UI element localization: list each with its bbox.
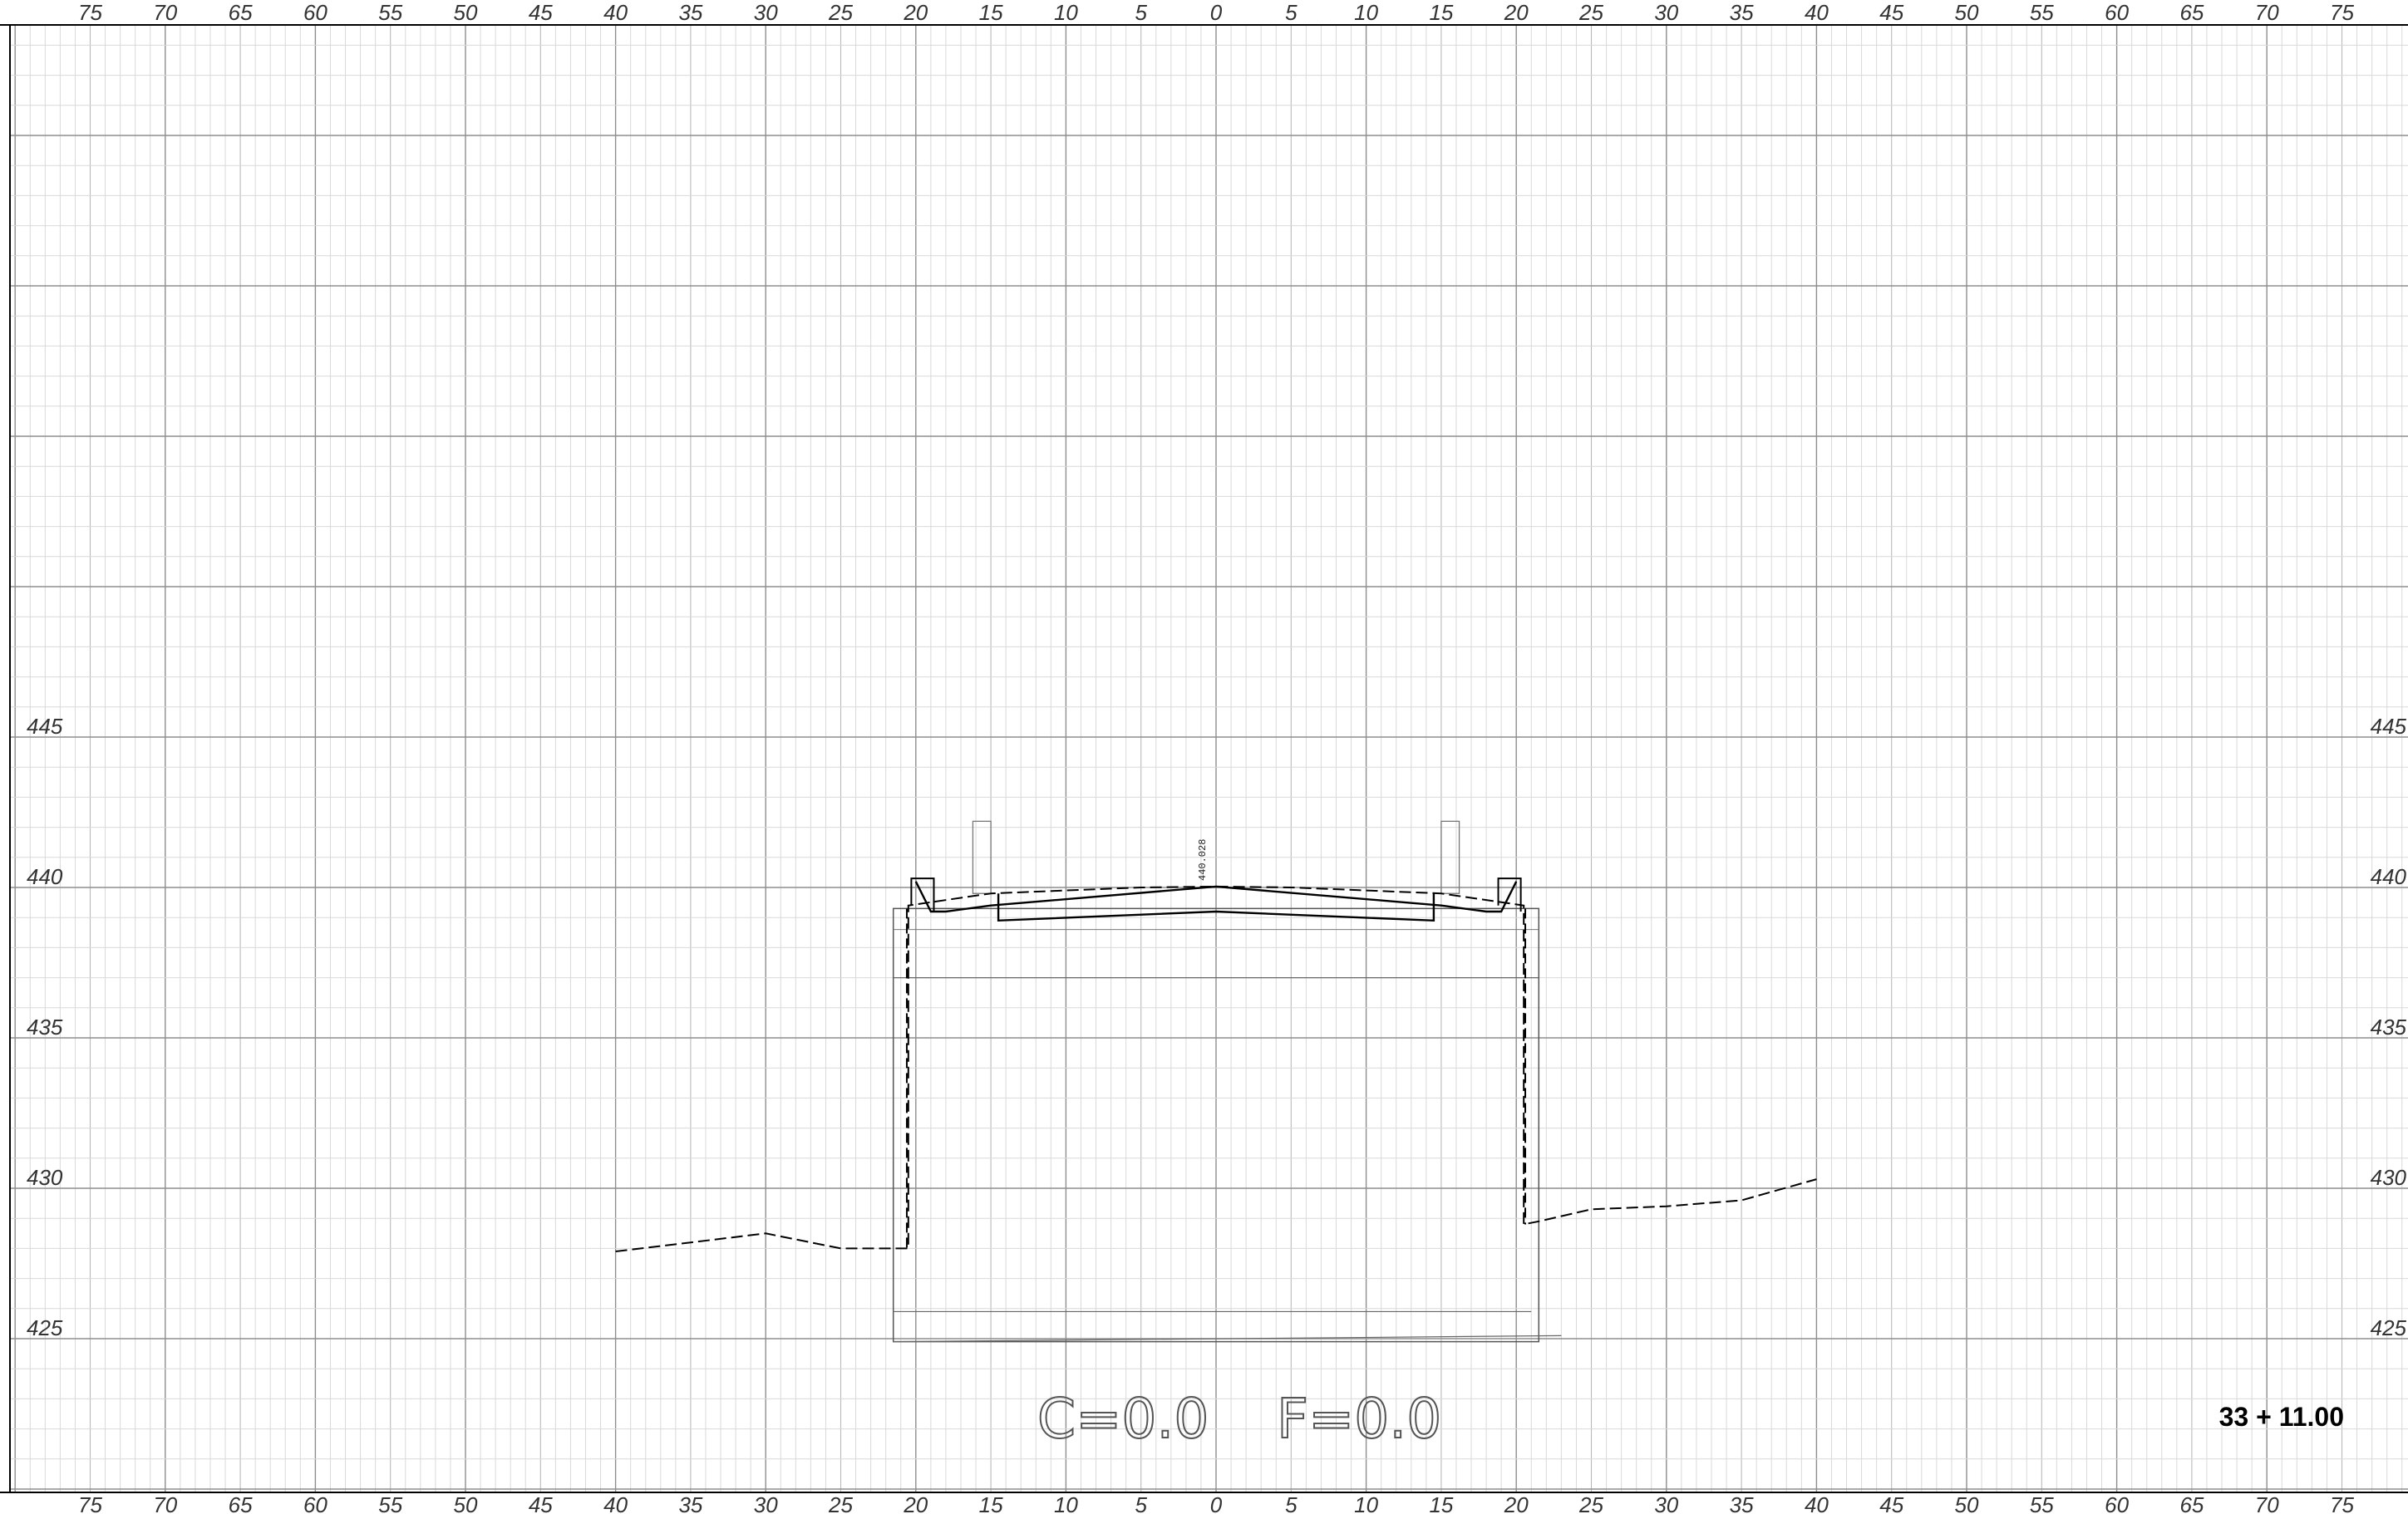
elevation-tick-label: 440 [2371, 864, 2407, 889]
barrier-post [972, 820, 992, 894]
elevation-ticks-right: 445 440 435 430 425 [2371, 714, 2407, 1340]
cut-label: C=0.0 [1037, 1387, 1209, 1451]
ground-and-road-profiles [615, 881, 1817, 1252]
structure-footing-line [893, 1335, 1562, 1343]
station-label: 33 + 11.00 [2219, 1402, 2344, 1432]
offset-tick-label: 75 [2330, 1492, 2354, 1514]
offset-tick-label: 40 [603, 1492, 628, 1514]
offset-tick-label: 60 [2105, 0, 2129, 25]
offset-tick-label: 25 [1578, 0, 1603, 25]
offset-tick-label: 5 [1135, 1492, 1147, 1514]
parapet-cap [1497, 877, 1522, 912]
offset-tick-label: 35 [678, 0, 702, 25]
elevation-tick-label: 435 [2371, 1015, 2407, 1040]
sheet-frame [0, 24, 2408, 1493]
offset-tick-label: 55 [378, 1492, 402, 1514]
offset-tick-label: 65 [229, 1492, 253, 1514]
offset-tick-label: 25 [1578, 1492, 1603, 1514]
offset-tick-label: 20 [1504, 1492, 1529, 1514]
offset-tick-label: 30 [754, 1492, 778, 1514]
offset-tick-label: 20 [903, 0, 928, 25]
offset-tick-label: 10 [1054, 1492, 1078, 1514]
offset-tick-label: 35 [1730, 1492, 1754, 1514]
offset-tick-label: 10 [1054, 0, 1078, 25]
elevation-tick-label: 440 [27, 864, 63, 889]
offset-tick-label: 65 [2179, 0, 2204, 25]
offset-tick-label: 40 [603, 0, 628, 25]
offset-tick-label: 50 [454, 1492, 478, 1514]
offset-tick-label: 60 [303, 1492, 327, 1514]
offset-tick-label: 20 [1504, 0, 1529, 25]
offset-tick-label: 55 [2030, 1492, 2054, 1514]
offset-tick-label: 75 [78, 1492, 102, 1514]
offset-tick-label: 50 [454, 0, 478, 25]
offset-tick-label: 5 [1285, 0, 1298, 25]
offset-tick-label: 70 [2255, 0, 2279, 25]
proposed-road-surface [914, 881, 1518, 913]
elevation-tick-label: 435 [27, 1015, 63, 1040]
offset-tick-label: 45 [1879, 0, 1903, 25]
offset-tick-label: 15 [1429, 0, 1453, 25]
elevation-tick-label: 425 [27, 1315, 63, 1340]
offset-tick-label: 70 [153, 1492, 177, 1514]
offset-tick-label: 45 [529, 0, 553, 25]
barrier-post [1440, 820, 1460, 894]
offset-tick-label: 45 [529, 1492, 553, 1514]
offset-tick-label: 40 [1805, 0, 1829, 25]
offset-tick-label: 10 [1354, 1492, 1378, 1514]
offset-tick-label: 25 [828, 0, 853, 25]
structure-outer-box [892, 907, 1540, 1343]
offset-tick-label: 15 [979, 1492, 1003, 1514]
deck-slab-profile [997, 893, 1435, 922]
offset-tick-label: 15 [979, 0, 1003, 25]
box-structure-outline [892, 820, 1562, 1343]
offset-tick-label: 55 [378, 0, 402, 25]
offset-tick-label: 10 [1354, 0, 1378, 25]
offset-tick-label: 15 [1429, 1492, 1453, 1514]
offset-tick-label: 5 [1135, 0, 1147, 25]
fill-label: F=0.0 [1277, 1387, 1441, 1451]
offset-tick-label: 60 [303, 0, 327, 25]
offset-tick-label: 65 [2179, 1492, 2204, 1514]
offset-tick-label: 25 [828, 1492, 853, 1514]
offset-tick-label: 50 [1955, 1492, 1979, 1514]
elevation-tick-label: 430 [27, 1165, 63, 1190]
offset-tick-label: 0 [1210, 1492, 1223, 1514]
offset-tick-label: 5 [1285, 1492, 1298, 1514]
offset-tick-label: 30 [754, 0, 778, 25]
elevation-ticks-left: 445 440 435 430 425 [27, 714, 63, 1340]
offset-tick-label: 50 [1955, 0, 1979, 25]
offset-tick-label: 0 [1210, 0, 1223, 25]
grid [10, 25, 2408, 1492]
offset-tick-label: 20 [903, 1492, 928, 1514]
offset-tick-label: 60 [2105, 1492, 2129, 1514]
offset-tick-label: 40 [1805, 1492, 1829, 1514]
elevation-tick-label: 445 [27, 714, 63, 739]
offset-tick-label: 65 [229, 0, 253, 25]
elevation-tick-label: 425 [2371, 1315, 2407, 1340]
offset-tick-label: 30 [1654, 0, 1678, 25]
offset-ticks-bottom: 75 70 65 60 55 50 45 40 35 30 25 20 15 10 5 0 5 10 15 20 25 3… [78, 1492, 2354, 1514]
existing-ground-profile [615, 885, 1817, 1252]
offset-tick-label: 30 [1654, 1492, 1678, 1514]
offset-tick-label: 70 [153, 0, 177, 25]
offset-tick-label: 75 [78, 0, 102, 25]
offset-ticks-top: 75 70 65 60 55 50 45 40 35 30 25 20 15 10 5 0 5 10 15 20 25 3… [78, 0, 2354, 25]
offset-tick-label: 35 [678, 1492, 702, 1514]
offset-tick-label: 75 [2330, 0, 2354, 25]
offset-tick-label: 55 [2030, 0, 2054, 25]
offset-tick-label: 70 [2255, 1492, 2279, 1514]
elevation-tick-label: 445 [2371, 714, 2407, 739]
centerline-elevation-label: 440.028 [1197, 839, 1209, 881]
offset-tick-label: 45 [1879, 1492, 1903, 1514]
offset-tick-label: 35 [1730, 0, 1754, 25]
parapet-cap [910, 877, 935, 912]
elevation-tick-label: 430 [2371, 1165, 2407, 1190]
